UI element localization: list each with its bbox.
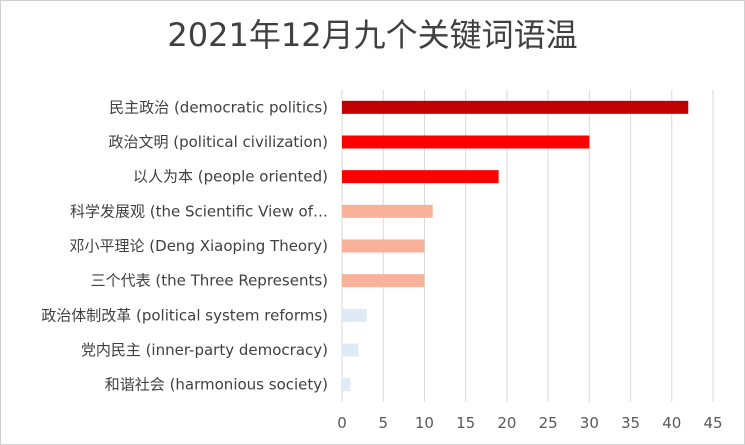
bar — [342, 135, 590, 149]
x-tick-label: 30 — [580, 414, 599, 432]
x-tick-label: 25 — [539, 414, 558, 432]
category-label: 三个代表 (the Three Represents) — [91, 272, 328, 290]
bar — [342, 308, 367, 322]
bar — [342, 100, 689, 114]
bar — [342, 170, 499, 184]
category-label: 政治文明 (political civilization) — [108, 133, 328, 151]
bar — [342, 239, 425, 253]
category-label: 以人为本 (people oriented) — [133, 168, 328, 186]
category-label: 邓小平理论 (Deng Xiaoping Theory) — [70, 237, 328, 255]
x-tick-label: 35 — [621, 414, 640, 432]
x-tick-label: 0 — [337, 414, 347, 432]
bar — [342, 343, 359, 357]
bar — [342, 274, 425, 288]
category-label: 和谐社会 (harmonious society) — [105, 376, 328, 394]
x-tick-label: 5 — [378, 414, 388, 432]
x-tick-label: 20 — [497, 414, 516, 432]
category-label: 政治体制改革 (political system reforms) — [41, 306, 328, 324]
chart-title: 2021年12月九个关键词语温 — [167, 16, 578, 54]
x-tick-label: 10 — [415, 414, 434, 432]
bar — [342, 204, 433, 218]
category-label: 科学发展观 (the Scientific View of… — [70, 202, 328, 220]
category-label: 民主政治 (democratic politics) — [109, 98, 328, 116]
x-tick-label: 45 — [703, 414, 722, 432]
category-label: 党内民主 (inner-party democracy) — [81, 341, 328, 359]
bar — [342, 378, 351, 392]
x-tick-label: 40 — [662, 414, 681, 432]
x-tick-label: 15 — [456, 414, 475, 432]
